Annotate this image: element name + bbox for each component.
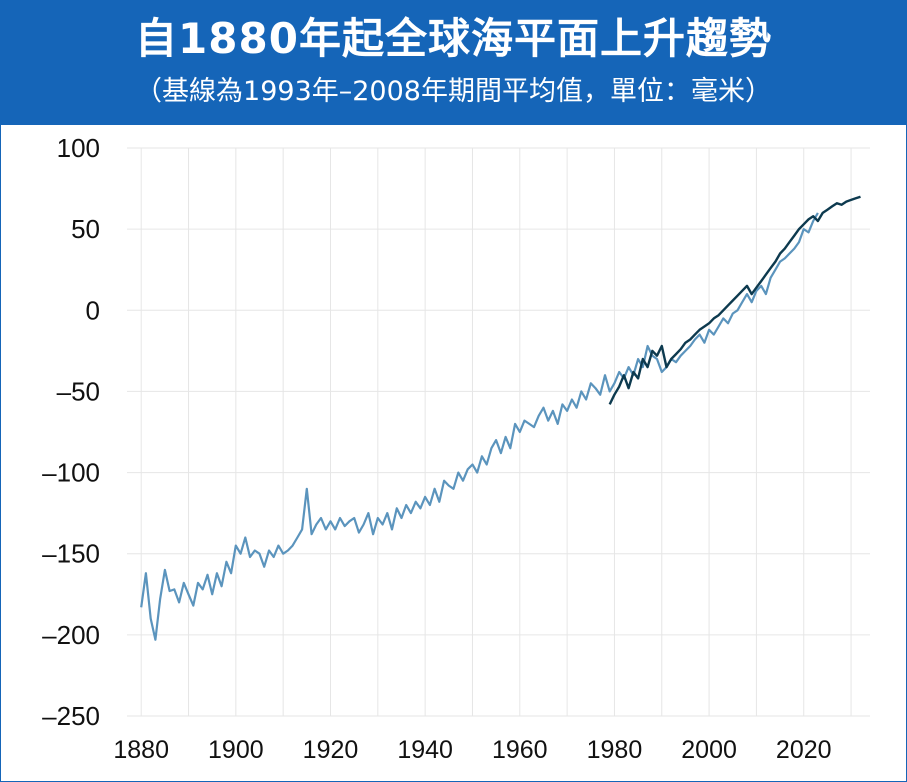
y-tick-label-7: –250 xyxy=(42,701,100,731)
chart-header: 自1880年起全球海平面上升趨勢 （基線為1993年–2008年期間平均值，單位… xyxy=(1,1,906,125)
y-tick-label-1: 50 xyxy=(71,214,100,244)
x-tick-label-0: 1880 xyxy=(113,736,169,764)
y-tick-label-4: –100 xyxy=(42,458,100,488)
y-tick-label-0: 100 xyxy=(57,133,100,163)
chart-subtitle: （基線為1993年–2008年期間平均值，單位：毫米） xyxy=(135,76,772,107)
x-tick-label-5: 1980 xyxy=(587,736,643,764)
y-tick-label-5: –150 xyxy=(42,539,100,569)
x-tick-label-6: 2000 xyxy=(681,736,737,764)
x-tick-label-3: 1940 xyxy=(397,736,453,764)
x-tick-label-2: 1920 xyxy=(303,736,359,764)
x-tick-label-4: 1960 xyxy=(492,736,548,764)
series-line-satellite xyxy=(608,195,861,405)
x-tick-label-7: 2020 xyxy=(776,736,832,764)
x-tick-label-1: 1900 xyxy=(208,736,264,764)
y-tick-label-6: –200 xyxy=(42,620,100,650)
y-tick-label-3: –50 xyxy=(57,376,100,406)
chart-title: 自1880年起全球海平面上升趨勢 xyxy=(135,14,772,63)
y-tick-label-2: 0 xyxy=(86,295,100,325)
series-line-historical xyxy=(140,212,819,641)
